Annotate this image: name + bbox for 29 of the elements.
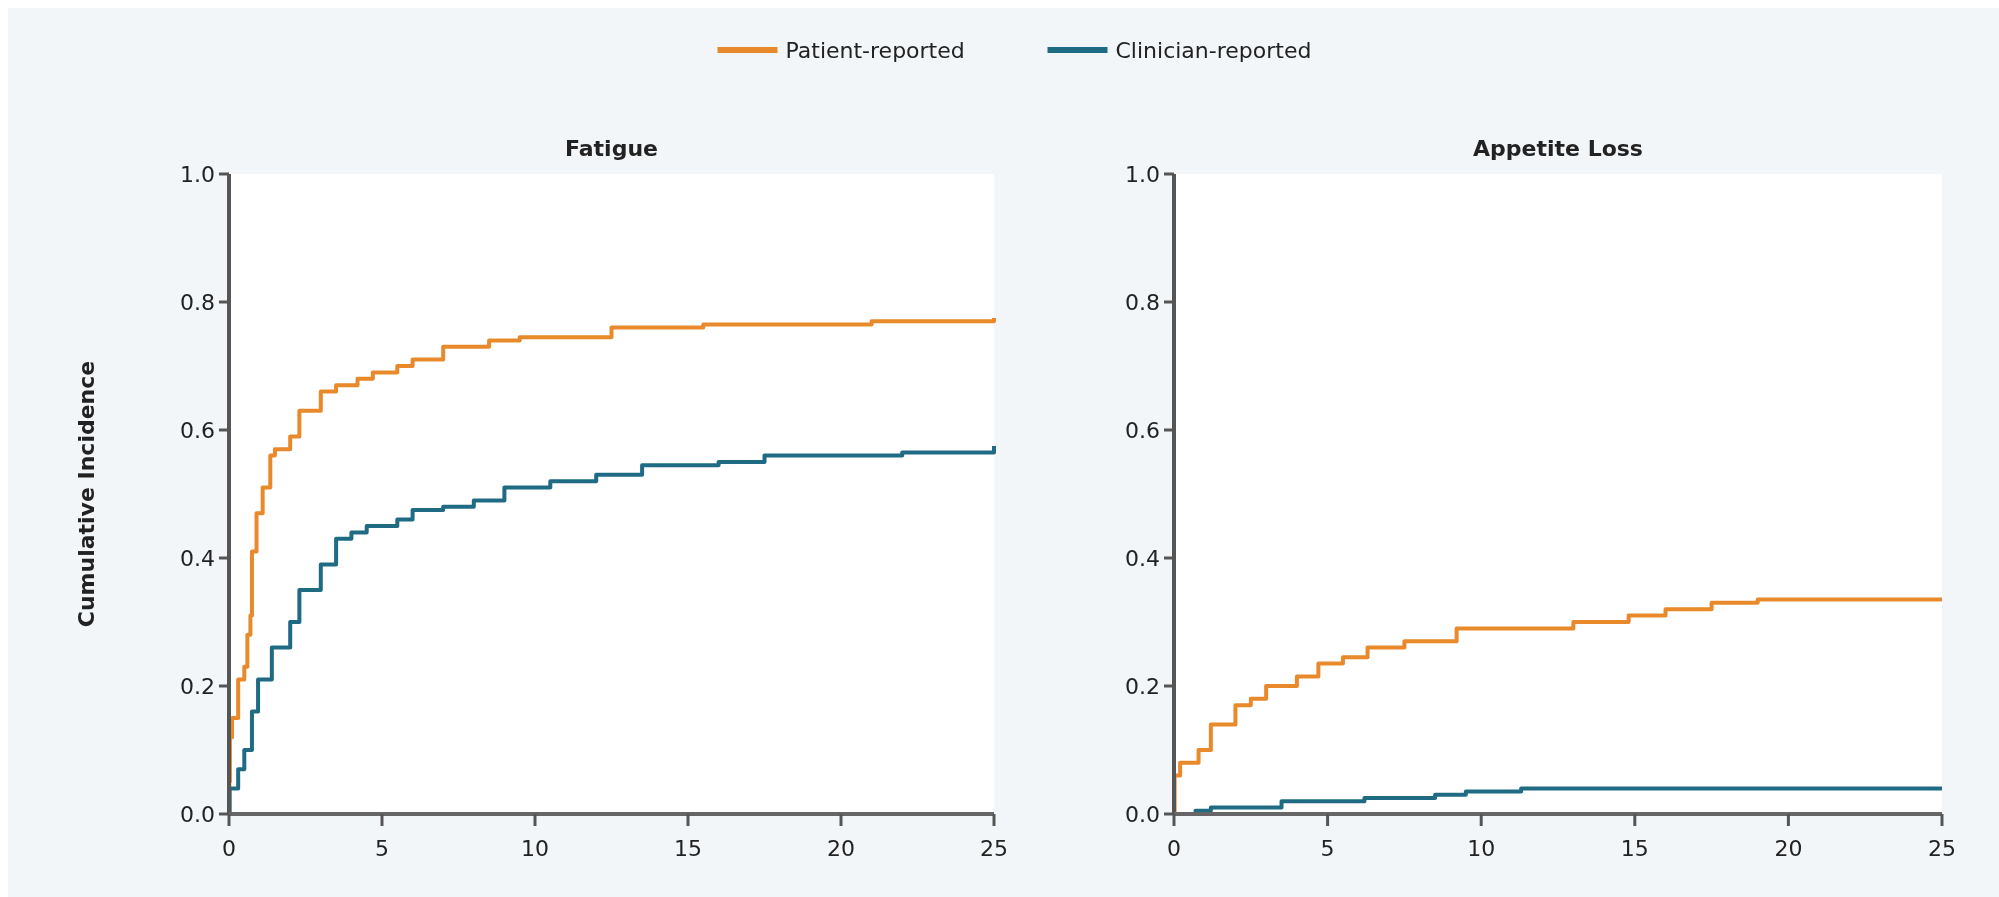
x-tick-label: 0 (1167, 836, 1181, 861)
y-tick-label: 0.0 (1125, 801, 1160, 827)
y-tick-label: 0.6 (1125, 417, 1160, 443)
x-tick-label: 25 (1928, 836, 1956, 861)
x-tick-label: 5 (1320, 836, 1335, 861)
y-tick-label: 0.2 (1125, 673, 1160, 699)
legend-label: Clinician-reported (1115, 37, 1312, 63)
y-tick-label: 0.0 (180, 801, 215, 827)
x-tick-label: 20 (1774, 836, 1803, 861)
x-tick-label: 5 (375, 836, 389, 861)
x-tick-label: 10 (521, 836, 549, 861)
x-tick-label: 15 (674, 836, 702, 861)
y-tick-label: 0.4 (1125, 545, 1160, 571)
y-tick-label: 0.6 (180, 417, 215, 443)
chart-title: Appetite Loss (1473, 136, 1643, 161)
x-tick-label: 15 (1620, 836, 1649, 861)
x-tick-label: 0 (222, 836, 236, 861)
y-tick-label: 1.0 (1125, 161, 1160, 187)
y-tick-label: 0.8 (180, 289, 215, 315)
y-tick-label: 0.2 (180, 673, 215, 699)
y-tick-label: 0.8 (1125, 289, 1160, 315)
x-tick-label: 20 (827, 836, 855, 861)
x-tick-label: 10 (1467, 836, 1496, 861)
y-axis-title: Cumulative Incidence (74, 360, 99, 628)
y-tick-label: 0.4 (180, 545, 215, 571)
legend-label: Patient-reported (785, 37, 965, 63)
y-tick-label: 1.0 (180, 161, 215, 187)
chart-title: Fatigue (565, 136, 658, 161)
x-tick-label: 25 (980, 836, 1008, 861)
